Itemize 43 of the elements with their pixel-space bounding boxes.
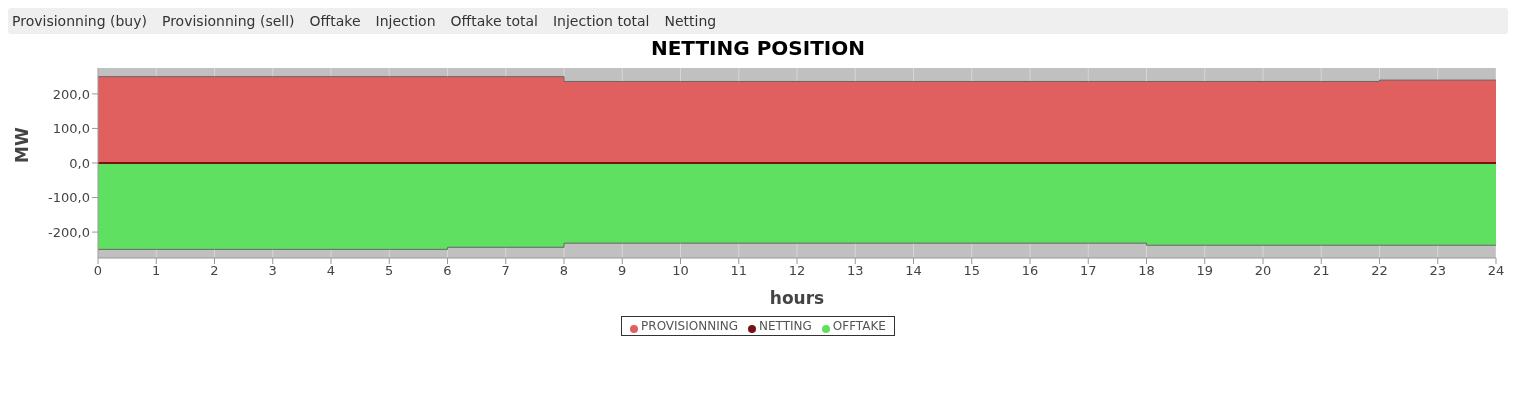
x-tick-label: 24	[1487, 263, 1505, 279]
x-tick-label: 6	[443, 263, 452, 279]
x-tick-label: 5	[385, 263, 394, 279]
x-tick-label: 12	[788, 263, 806, 279]
x-tick-label: 2	[210, 263, 219, 279]
x-tick-label: 18	[1138, 263, 1155, 279]
legend-label: NETTING	[759, 319, 812, 333]
y-tick-label: -100,0	[48, 190, 90, 206]
x-tick-label: 14	[905, 263, 922, 279]
x-tick-label: 3	[268, 263, 277, 279]
y-tick-label: 0,0	[69, 155, 90, 171]
text: Offtake total	[450, 13, 538, 29]
y-tick-label: -200,0	[48, 224, 90, 240]
text: Netting	[664, 13, 717, 29]
x-tick-label: 9	[618, 263, 627, 279]
x-tick-label: 19	[1196, 263, 1214, 279]
text: Provisionning (sell)	[161, 13, 295, 29]
x-tick-label: 13	[846, 263, 864, 279]
legend-label: OFFTAKE	[832, 319, 886, 333]
x-tick-label: 1	[152, 263, 161, 279]
legend-label: PROVISIONNING	[641, 319, 738, 333]
x-tick-label: 0	[93, 263, 103, 279]
text: Provisionning (buy)	[12, 13, 147, 29]
x-tick-label: 22	[1371, 263, 1388, 279]
x-tick-label: 7	[501, 263, 510, 279]
x-tick-label: 11	[730, 263, 748, 279]
y-tick-label: 200,0	[52, 86, 90, 102]
x-axis-title: hours	[769, 288, 825, 308]
x-tick-label: 20	[1254, 263, 1272, 279]
chart-title: NETTING POSITION	[649, 36, 866, 60]
x-tick-label: 23	[1429, 263, 1447, 279]
text: Injection total	[552, 13, 650, 29]
y-tick-label: 100,0	[52, 121, 90, 137]
y-axis-title: MW	[12, 127, 33, 163]
x-tick-label: 4	[326, 263, 336, 279]
x-tick-label: 15	[963, 263, 981, 279]
x-tick-label: 16	[1021, 263, 1039, 279]
text: Injection	[375, 13, 436, 29]
x-tick-label: 10	[672, 263, 689, 279]
x-tick-label: 21	[1312, 263, 1330, 279]
x-tick-label: 8	[559, 263, 569, 279]
x-tick-label: 17	[1079, 263, 1097, 279]
text: Offtake	[309, 13, 361, 29]
